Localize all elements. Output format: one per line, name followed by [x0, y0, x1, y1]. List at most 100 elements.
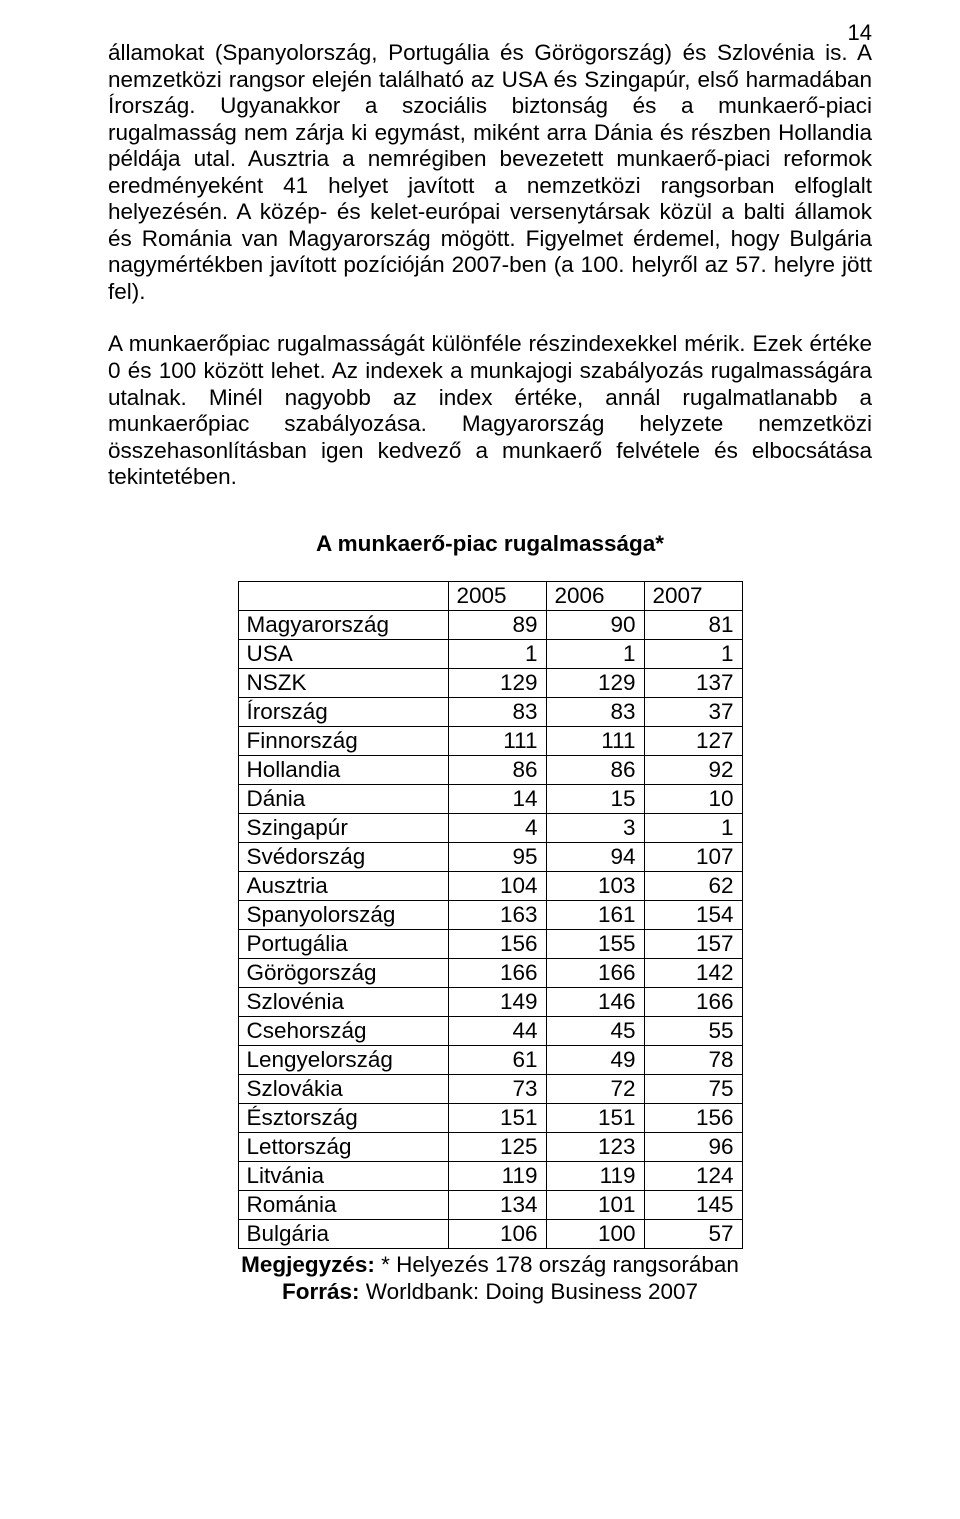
- table-row: Észtország151151156: [238, 1103, 742, 1132]
- table-row: Dánia141510: [238, 784, 742, 813]
- table-cell: Bulgária: [238, 1219, 448, 1248]
- table-cell: Szlovénia: [238, 987, 448, 1016]
- table-row: Hollandia868692: [238, 755, 742, 784]
- table-cell: 134: [448, 1190, 546, 1219]
- table-cell: Lengyelország: [238, 1045, 448, 1074]
- table-cell: 44: [448, 1016, 546, 1045]
- footnote-text: * Helyezés 178 ország rangsorában: [375, 1252, 739, 1277]
- table-cell: 86: [546, 755, 644, 784]
- page-number: 14: [848, 20, 872, 46]
- table-cell: 61: [448, 1045, 546, 1074]
- table-header-cell: 2007: [644, 581, 742, 610]
- table-row: Csehország444555: [238, 1016, 742, 1045]
- table-cell: 92: [644, 755, 742, 784]
- table-cell: 101: [546, 1190, 644, 1219]
- table-row: NSZK129129137: [238, 668, 742, 697]
- table-row: USA111: [238, 639, 742, 668]
- table-cell: Dánia: [238, 784, 448, 813]
- table-cell: 83: [448, 697, 546, 726]
- table-cell: Románia: [238, 1190, 448, 1219]
- table-cell: 3: [546, 813, 644, 842]
- table-cell: 62: [644, 871, 742, 900]
- table-cell: NSZK: [238, 668, 448, 697]
- table-header-cell: 2005: [448, 581, 546, 610]
- table-row: Finnország111111127: [238, 726, 742, 755]
- table-title: A munkaerő-piac rugalmassága*: [108, 531, 872, 557]
- table-row: Szlovénia149146166: [238, 987, 742, 1016]
- source-label: Forrás:: [282, 1279, 360, 1304]
- table-row: Magyarország899081: [238, 610, 742, 639]
- table-cell: 166: [546, 958, 644, 987]
- document-page: 14 államokat (Spanyolország, Portugália …: [0, 0, 960, 1345]
- table-cell: 94: [546, 842, 644, 871]
- table-cell: Csehország: [238, 1016, 448, 1045]
- table-cell: Szlovákia: [238, 1074, 448, 1103]
- footnote-label: Megjegyzés:: [241, 1252, 375, 1277]
- table-cell: 10: [644, 784, 742, 813]
- table-cell: 156: [448, 929, 546, 958]
- table-cell: 1: [546, 639, 644, 668]
- table-cell: 163: [448, 900, 546, 929]
- table-row: Szingapúr431: [238, 813, 742, 842]
- table-cell: 14: [448, 784, 546, 813]
- table-row: Szlovákia737275: [238, 1074, 742, 1103]
- table-cell: Litvánia: [238, 1161, 448, 1190]
- table-cell: Portugália: [238, 929, 448, 958]
- table-cell: 107: [644, 842, 742, 871]
- table-cell: 137: [644, 668, 742, 697]
- table-cell: 86: [448, 755, 546, 784]
- table-cell: 154: [644, 900, 742, 929]
- body-paragraph-1: államokat (Spanyolország, Portugália és …: [108, 40, 872, 305]
- table-cell: 125: [448, 1132, 546, 1161]
- table-cell: 1: [644, 813, 742, 842]
- table-row: Bulgária10610057: [238, 1219, 742, 1248]
- table-cell: 104: [448, 871, 546, 900]
- table-cell: 78: [644, 1045, 742, 1074]
- table-header-row: 2005 2006 2007: [238, 581, 742, 610]
- table-cell: 49: [546, 1045, 644, 1074]
- table-cell: 37: [644, 697, 742, 726]
- body-paragraph-2: A munkaerőpiac rugalmasságát különféle r…: [108, 331, 872, 490]
- table-cell: 55: [644, 1016, 742, 1045]
- table-row: Görögország166166142: [238, 958, 742, 987]
- table-cell: Svédország: [238, 842, 448, 871]
- table-cell: 72: [546, 1074, 644, 1103]
- table-row: Ausztria10410362: [238, 871, 742, 900]
- table-cell: 161: [546, 900, 644, 929]
- table-cell: 129: [546, 668, 644, 697]
- table-row: Svédország9594107: [238, 842, 742, 871]
- table-cell: Észtország: [238, 1103, 448, 1132]
- table-cell: 157: [644, 929, 742, 958]
- table-cell: 166: [644, 987, 742, 1016]
- table-row: Lettország12512396: [238, 1132, 742, 1161]
- table-cell: Finnország: [238, 726, 448, 755]
- table-cell: 129: [448, 668, 546, 697]
- table-cell: USA: [238, 639, 448, 668]
- table-cell: 127: [644, 726, 742, 755]
- table-cell: 146: [546, 987, 644, 1016]
- table-cell: 83: [546, 697, 644, 726]
- table-cell: 89: [448, 610, 546, 639]
- table-cell: Hollandia: [238, 755, 448, 784]
- table-cell: 4: [448, 813, 546, 842]
- table-cell: Lettország: [238, 1132, 448, 1161]
- table-footnote: Megjegyzés: * Helyezés 178 ország rangso…: [108, 1251, 872, 1305]
- table-cell: Szingapúr: [238, 813, 448, 842]
- table-cell: Magyarország: [238, 610, 448, 639]
- table-cell: 166: [448, 958, 546, 987]
- flexibility-table: 2005 2006 2007 Magyarország899081USA111N…: [238, 581, 743, 1249]
- table-cell: 119: [546, 1161, 644, 1190]
- table-cell: 119: [448, 1161, 546, 1190]
- table-cell: 142: [644, 958, 742, 987]
- table-cell: 111: [448, 726, 546, 755]
- table-cell: 151: [546, 1103, 644, 1132]
- table-cell: 81: [644, 610, 742, 639]
- table-cell: Ausztria: [238, 871, 448, 900]
- table-cell: 15: [546, 784, 644, 813]
- table-row: Litvánia119119124: [238, 1161, 742, 1190]
- table-row: Lengyelország614978: [238, 1045, 742, 1074]
- table-cell: Írország: [238, 697, 448, 726]
- table-cell: 75: [644, 1074, 742, 1103]
- table-cell: 151: [448, 1103, 546, 1132]
- table-cell: 156: [644, 1103, 742, 1132]
